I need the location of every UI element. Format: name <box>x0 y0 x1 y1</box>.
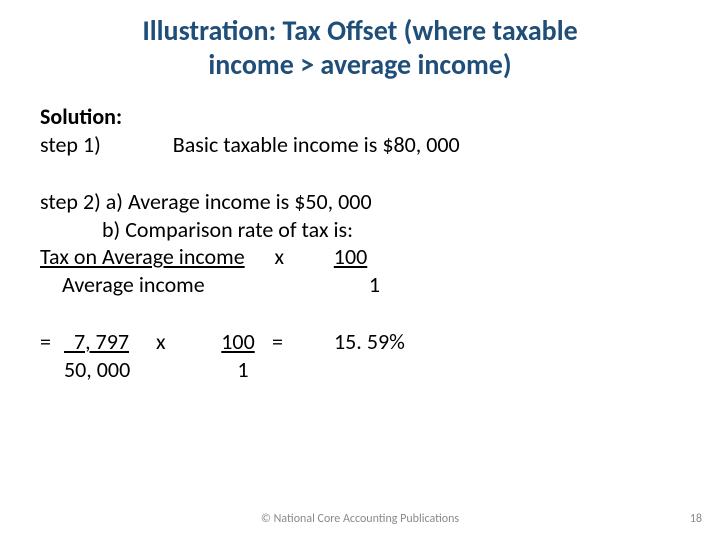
slide-title: Illustration: Tax Offset (where taxable … <box>0 0 720 85</box>
slide-body: Solution: step 1) Basic taxable income is… <box>0 85 720 383</box>
calc-result: 15. 59% <box>334 328 454 356</box>
formula-denominator-row: Average income 1 <box>40 271 680 299</box>
step-2b: b) Comparison rate of tax is: <box>102 216 353 244</box>
title-line-1: Illustration: Tax Offset (where taxable <box>142 13 577 48</box>
calc-fraction-1: 7, 79750, 000 <box>64 328 156 383</box>
tax-on-avg-income-label: Tax on Average income <box>40 243 245 270</box>
avg-income-label: Average income <box>62 271 205 299</box>
calc-fraction-2: 100 1 <box>204 328 272 383</box>
footer-copyright: © National Core Accounting Publications <box>0 512 720 526</box>
formula-numerator-row: Tax on Average income x 100 <box>40 243 680 271</box>
calc-x: x <box>156 328 204 356</box>
calc-frac1-bot: 50, 000 <box>64 356 130 383</box>
step-1-row: step 1) Basic taxable income is $80, 000 <box>40 131 680 159</box>
formula-1-bot: 1 <box>359 271 380 298</box>
calc-frac2-bot: 1 <box>227 356 248 383</box>
calc-eq-2: = <box>272 328 334 356</box>
formula-x-1: x <box>275 243 285 270</box>
step-1-label: step 1) <box>40 131 101 158</box>
step-2a: step 2) a) Average income is $50, 000 <box>40 188 680 216</box>
calc-frac2-top: 100 <box>221 328 254 355</box>
calculation-row: = 7, 79750, 000x100 1=15. 59% <box>40 328 680 383</box>
title-line-2: income > average income) <box>208 47 511 82</box>
formula-100-top: 100 <box>334 243 367 270</box>
step-2-block: step 2) a) Average income is $50, 000 b)… <box>40 188 680 298</box>
calc-frac1-top: 7, 797 <box>64 328 129 355</box>
calc-eq-1: = <box>40 328 64 356</box>
step-2b-row: b) Comparison rate of tax is: <box>40 216 680 244</box>
step-1-block: Solution: step 1) Basic taxable income is… <box>40 103 680 158</box>
footer-page-number: 18 <box>690 512 702 526</box>
solution-label: Solution: <box>40 103 680 131</box>
step-1-text: Basic taxable income is $80, 000 <box>173 131 460 159</box>
